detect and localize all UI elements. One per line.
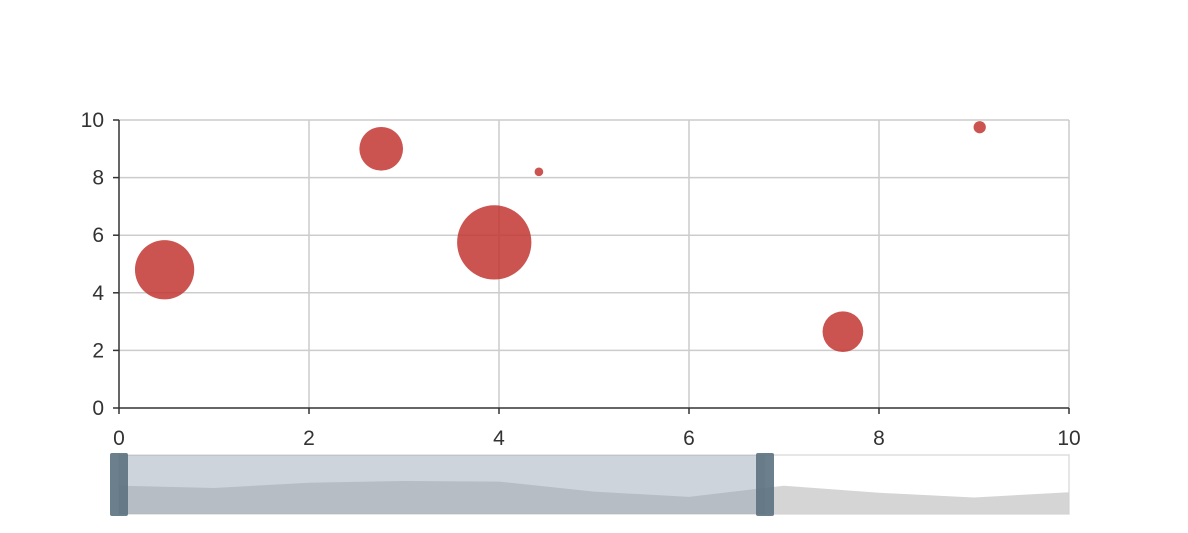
y-tick-label: 4 bbox=[92, 282, 104, 305]
bubble-point bbox=[973, 121, 986, 134]
y-tick-label: 10 bbox=[81, 109, 104, 132]
axis-layer: 0 2 4 6 8 10 0 2 4 6 8 10 bbox=[81, 109, 1081, 450]
y-tick-label: 6 bbox=[92, 224, 104, 247]
x-tick-label: 2 bbox=[303, 427, 315, 450]
y-tick-label: 2 bbox=[92, 339, 104, 362]
zoom-preview-area bbox=[119, 481, 1069, 514]
x-tick-label: 6 bbox=[683, 427, 695, 450]
bubble-point bbox=[822, 311, 864, 353]
bubble-layer bbox=[134, 121, 986, 353]
x-tick-label: 0 bbox=[113, 427, 125, 450]
zoom-selected-range[interactable] bbox=[119, 455, 765, 514]
data-zoom-slider[interactable] bbox=[110, 453, 1070, 516]
zoom-handle-end[interactable] bbox=[756, 453, 774, 516]
x-tick-label: 10 bbox=[1057, 427, 1080, 450]
bubble-point bbox=[457, 205, 532, 280]
bubble-point bbox=[534, 167, 544, 177]
y-tick-label: 8 bbox=[92, 167, 104, 190]
zoom-handle-start[interactable] bbox=[110, 453, 128, 516]
grid-layer bbox=[119, 119, 1070, 408]
bubble-point bbox=[359, 126, 404, 171]
x-tick-label: 4 bbox=[493, 427, 505, 450]
x-tick-label: 8 bbox=[873, 427, 885, 450]
bubble-point bbox=[134, 240, 195, 300]
y-tick-label: 0 bbox=[92, 397, 104, 420]
